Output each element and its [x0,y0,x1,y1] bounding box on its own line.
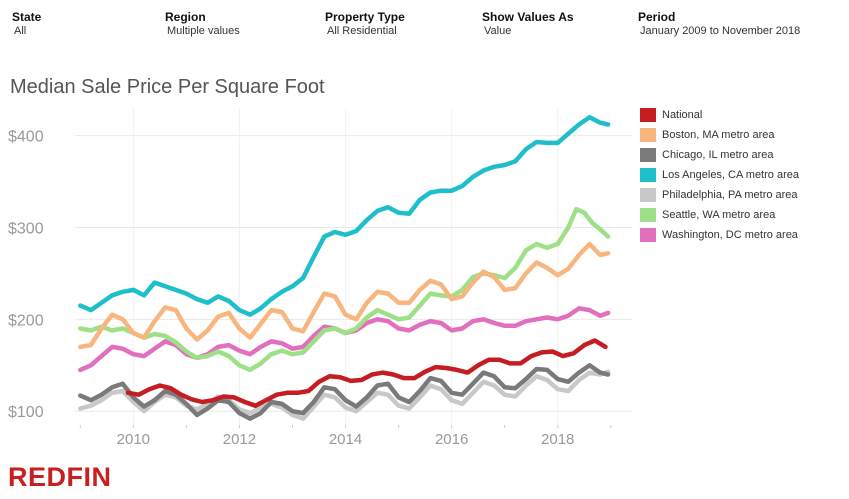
filter-region[interactable]: Region Multiple values [165,10,240,38]
legend-item[interactable]: Chicago, IL metro area [640,148,845,164]
legend-label: Washington, DC metro area [662,229,798,241]
x-tick-label: 2018 [541,431,574,448]
filter-show-values-as-label: Show Values As [482,10,574,24]
series-line-chicago-il-metro-area [78,363,611,421]
filter-show-values-as-value[interactable]: Value [484,25,512,37]
x-tick-label: 2010 [117,431,150,448]
chart-title: Median Sale Price Per Square Foot [10,76,325,98]
legend-swatch [640,128,656,142]
x-tick-label: 2016 [435,431,468,448]
series-line-los-angeles-ca-metro-area [78,114,611,317]
legend-label: National [662,109,703,121]
legend-item[interactable]: Los Angeles, CA metro area [640,168,845,184]
legend-label: Boston, MA metro area [662,129,775,141]
filter-bar: State All Region Multiple values Propert… [0,0,849,50]
filter-period-value[interactable]: January 2009 to November 2018 [640,25,801,37]
legend-item[interactable]: National [640,108,845,124]
series-line-boston-ma-metro-area [78,241,611,350]
y-tick-label: $300 [8,220,44,237]
filter-period[interactable]: Period January 2009 to November 2018 [638,10,800,38]
filter-property-type-value[interactable]: All Residential [327,25,397,37]
legend-label: Philadelphia, PA metro area [662,189,798,201]
x-tick-label: 2014 [329,431,362,448]
legend-swatch [640,208,656,222]
filter-region-label: Region [165,10,206,24]
legend-swatch [640,108,656,122]
series-line-seattle-wa-metro-area [78,206,611,373]
filter-show-values-as[interactable]: Show Values As Value [482,10,574,38]
legend-swatch [640,168,656,182]
legend-label: Seattle, WA metro area [662,209,776,221]
y-tick-label: $200 [8,312,44,329]
filter-region-value[interactable]: Multiple values [167,25,240,37]
legend-item[interactable]: Seattle, WA metro area [640,208,845,224]
redfin-logo: REDFIN [8,462,112,492]
legend-swatch [640,228,656,242]
filter-state[interactable]: State All [12,10,41,38]
legend-label: Los Angeles, CA metro area [662,169,799,181]
filter-property-type[interactable]: Property Type All Residential [325,10,405,38]
legend-item[interactable]: Philadelphia, PA metro area [640,188,845,204]
filter-property-type-label: Property Type [325,10,405,24]
series-line-philadelphia-pa-metro-area [78,369,611,421]
filter-state-value[interactable]: All [14,25,27,37]
legend-swatch [640,188,656,202]
legend-label: Chicago, IL metro area [662,149,774,161]
legend-swatch [640,148,656,162]
x-tick-label: 2012 [223,431,256,448]
series-line-national [125,338,608,408]
filter-period-label: Period [638,10,676,24]
legend-item[interactable]: Washington, DC metro area [640,228,845,244]
legend-item[interactable]: Boston, MA metro area [640,128,845,144]
y-tick-label: $100 [8,404,44,421]
filter-state-label: State [12,10,42,24]
y-tick-label: $400 [8,129,44,146]
